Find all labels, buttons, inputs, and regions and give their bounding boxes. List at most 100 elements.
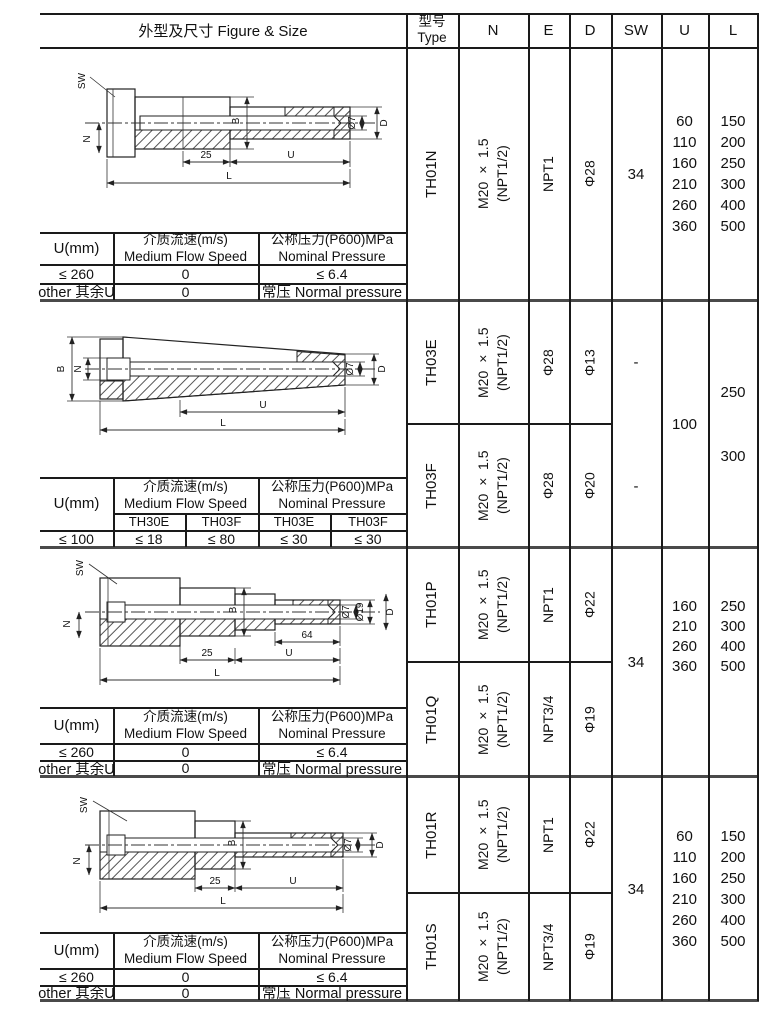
table-line: [569, 13, 571, 1001]
pressure-label-en: Nominal Pressure: [278, 726, 386, 741]
subtable-cell: 常压 Normal pressure: [261, 986, 403, 1002]
dim-label-u: U: [285, 648, 292, 659]
dim-label-b: B: [227, 839, 238, 846]
header-n: N: [487, 21, 499, 39]
subtable-col-pressure: 公称压力(P600)MPa Nominal Pressure: [258, 477, 406, 513]
subtable-cell: ≤ 260: [59, 743, 94, 760]
subtable-cell: 0: [181, 968, 190, 985]
n-value: M20 × 1.5 (NPT1/2): [475, 569, 510, 641]
dim-label-n: N: [82, 135, 93, 142]
n-value: M20 × 1.5 (NPT1/2): [475, 138, 510, 210]
dim-label-d: D: [385, 608, 396, 615]
sw-value: 34: [627, 880, 645, 898]
type-value: TH01S: [422, 923, 440, 971]
flow-label-cn: 介质流速(m/s): [143, 479, 228, 494]
subtable-cell: ≤ 6.4: [316, 743, 348, 760]
u-values: 60 110 160 210 260 360: [671, 828, 698, 950]
subtable-line: [113, 707, 115, 776]
subtable-col-pressure: 公称压力(P600)MPa Nominal Pressure: [258, 707, 406, 743]
flow-label-cn: 介质流速(m/s): [143, 232, 228, 247]
subtable-subheader: TH30E: [128, 514, 170, 529]
subtable-cell: ≤ 6.4: [316, 265, 348, 282]
e-value: NPT1: [540, 156, 557, 192]
subtable-line: [185, 513, 187, 547]
subtable-line: [40, 743, 406, 745]
subtable-cell: ≤ 260: [59, 968, 94, 985]
dim-label-sw: SW: [75, 559, 86, 576]
subtable-line: [40, 932, 406, 934]
dim-label-b: B: [56, 365, 67, 372]
e-value: NPT1: [540, 587, 557, 623]
n-value: M20 × 1.5 (NPT1/2): [475, 911, 510, 983]
u-values: 100: [671, 416, 698, 433]
subtable-line: [40, 264, 406, 266]
subtable-cell: 0: [181, 265, 190, 282]
sw-value: 34: [627, 654, 645, 671]
type-value: TH03E: [422, 339, 440, 386]
subtable-col-flow: 介质流速(m/s) Medium Flow Speed: [113, 707, 258, 743]
d-value: Φ19: [581, 706, 598, 733]
l-values: 250 300: [720, 383, 746, 465]
subtable-cell: ≤ 100: [59, 530, 94, 547]
subtable-col-pressure: 公称压力(P600)MPa Nominal Pressure: [258, 232, 406, 264]
dim-label-bore: Ø7: [347, 116, 358, 130]
dim-label-n: N: [62, 620, 73, 627]
subtable-line: [40, 283, 406, 285]
pressure-label-cn: 公称压力(P600)MPa: [270, 232, 394, 247]
subtable-cell: other 其余U: [38, 761, 115, 778]
dim-label-sw: SW: [77, 72, 88, 89]
subtable-line: [40, 530, 406, 532]
table-line: [528, 13, 530, 1001]
header-d: D: [584, 21, 596, 39]
subtable-line: [113, 477, 115, 547]
header-figure-size: 外型及尺寸 Figure & Size: [138, 22, 308, 40]
subtable-cell: 0: [181, 760, 190, 776]
subtable-cell: other 其余U: [38, 285, 115, 301]
dim-label-d: D: [377, 365, 388, 372]
thermowell-drawing-straight: SW N B Ø7 D 25 U L: [77, 72, 390, 188]
subtable-line: [258, 477, 260, 547]
dim-label-d: D: [379, 119, 390, 126]
section-divider: [40, 299, 759, 302]
type-value: TH01Q: [422, 695, 440, 744]
header-e: E: [543, 21, 554, 39]
dim-label-l: L: [220, 418, 226, 429]
subtable-col-flow: 介质流速(m/s) Medium Flow Speed: [113, 477, 258, 513]
dim-label-64: 64: [301, 630, 313, 641]
n-value: M20 × 1.5 (NPT1/2): [475, 327, 510, 398]
subtable-line: [258, 707, 260, 776]
dim-label-sw: SW: [79, 796, 90, 813]
subtable-line: [40, 985, 406, 987]
subtable-line: [113, 232, 115, 300]
header-u: U: [679, 21, 690, 39]
e-value: NPT3/4: [540, 923, 557, 971]
dim-label-bore: Ø7: [341, 605, 352, 619]
type-value: TH01R: [422, 811, 440, 859]
dim-label-bore: Ø7: [343, 838, 354, 852]
pressure-label-cn: 公称压力(P600)MPa: [270, 934, 394, 949]
subtable-line: [113, 932, 115, 1000]
sw-value: -: [633, 354, 639, 371]
dim-label-u: U: [289, 876, 296, 887]
subtable-col-u: U(mm): [53, 239, 100, 257]
pressure-label-cn: 公称压力(P600)MPa: [270, 479, 394, 494]
subtable-cell: ≤ 80: [207, 530, 236, 547]
e-value: NPT1: [540, 817, 557, 853]
subtable-subheader: TH03F: [348, 514, 388, 529]
flow-label-en: Medium Flow Speed: [123, 249, 248, 264]
e-value: Φ28: [540, 472, 557, 500]
subtable-line: [258, 232, 260, 300]
subtable-col-flow: 介质流速(m/s) Medium Flow Speed: [113, 932, 258, 968]
subtable-line: [40, 232, 406, 234]
pressure-label-en: Nominal Pressure: [278, 951, 386, 966]
d-value: Φ13: [581, 349, 598, 376]
u-values: 160 210 260 360: [671, 598, 698, 675]
table-line: [661, 13, 663, 1001]
pressure-label-en: Nominal Pressure: [278, 496, 386, 511]
dim-label-25: 25: [201, 648, 213, 659]
l-values: 150 200 250 300 400 500: [720, 828, 746, 950]
dim-label-n: N: [73, 365, 84, 372]
subtable-cell: ≤ 260: [59, 265, 94, 282]
subtable-cell: 0: [181, 743, 190, 760]
flow-label-cn: 介质流速(m/s): [143, 934, 228, 949]
